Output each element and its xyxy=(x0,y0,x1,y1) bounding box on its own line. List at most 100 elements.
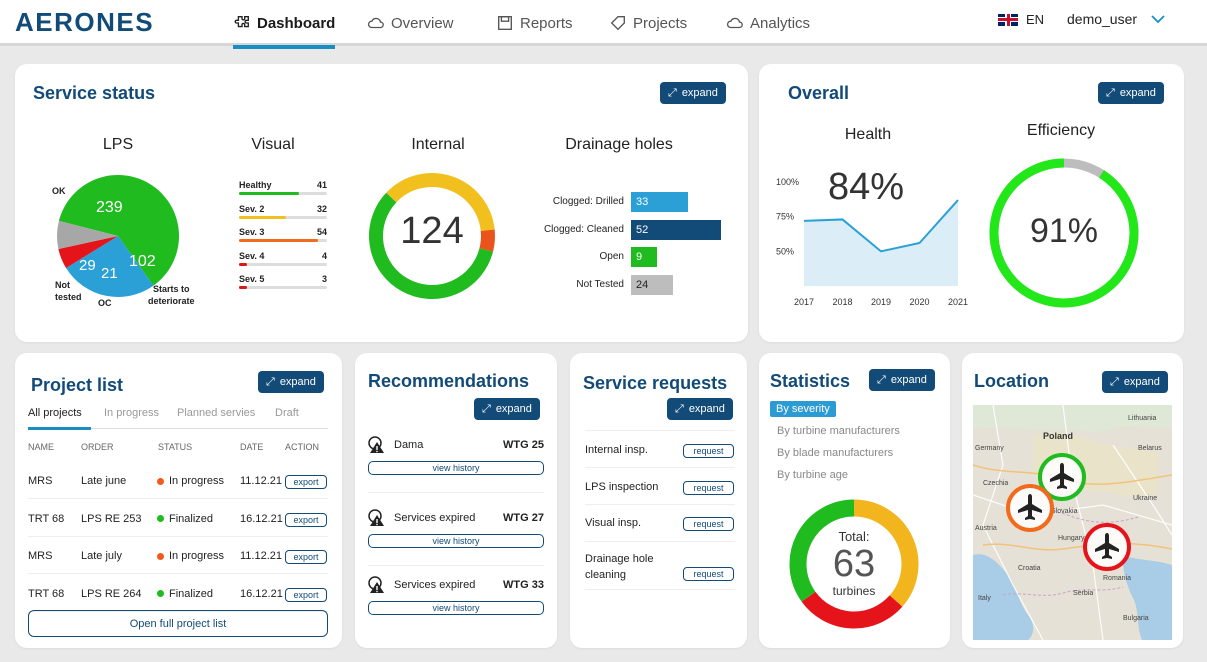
lps-slice-deteriorate xyxy=(66,236,154,297)
nav-analytics[interactable]: Analytics xyxy=(726,0,810,46)
expand-icon: ⤢ xyxy=(1106,86,1115,99)
active-tab-indicator xyxy=(28,427,91,430)
cloud-icon xyxy=(726,17,743,29)
export-button[interactable]: export xyxy=(285,512,327,527)
cell-date: 16.12.21 xyxy=(240,587,283,600)
nav-dashboard[interactable]: Dashboard xyxy=(233,0,336,49)
nav-label: Overview xyxy=(391,14,454,32)
tag-icon xyxy=(610,16,625,31)
lps-slice-oc xyxy=(58,236,118,268)
statistics-title: Statistics xyxy=(770,371,851,391)
visual-bar-label: Sev. 2 xyxy=(239,203,265,214)
project-list-title: Project list xyxy=(31,375,124,395)
tabs-divider xyxy=(28,428,328,429)
nav-reports[interactable]: Reports xyxy=(496,0,573,46)
cell-status: In progress xyxy=(157,475,224,487)
expand-service-status-button[interactable]: ⤢ expand xyxy=(660,82,726,104)
tab-planned-services[interactable]: Planned servies xyxy=(177,407,256,419)
internal-total: 124 xyxy=(400,210,464,252)
request-button[interactable]: request xyxy=(683,481,734,495)
expand-label: expand xyxy=(1119,87,1156,99)
visual-bar-label: Sev. 3 xyxy=(239,227,265,237)
request-button[interactable]: request xyxy=(683,567,734,581)
map-label-italy: Italy xyxy=(978,595,991,602)
efficiency-title: Efficiency xyxy=(1026,122,1096,139)
visual-bar-track xyxy=(239,192,327,195)
stat-option-by-turbine-manufacturers[interactable]: By turbine manufacturers xyxy=(777,425,900,437)
nav-projects[interactable]: Projects xyxy=(609,0,687,46)
request-button[interactable]: request xyxy=(683,444,734,458)
health-area xyxy=(804,200,958,286)
expand-statistics-button[interactable]: ⤢ expand xyxy=(869,369,935,391)
expand-project-list-button[interactable]: ⤢ expand xyxy=(258,371,324,393)
overall-title: Overall xyxy=(788,83,850,103)
export-button[interactable]: export xyxy=(285,587,327,602)
cell-date: 11.12.21 xyxy=(240,550,283,562)
open-full-project-list-button[interactable]: Open full project list xyxy=(28,610,328,637)
nav-label: Reports xyxy=(520,14,573,32)
recommendations-title: Recommendations xyxy=(368,371,530,391)
expand-icon: ⤢ xyxy=(877,373,886,386)
cloud-icon xyxy=(367,17,384,29)
map-label-czechia: Czechia xyxy=(983,480,1009,487)
request-button[interactable]: request xyxy=(683,517,734,531)
table-row[interactable]: MRS Late june In progress 11.12.21 export xyxy=(28,462,328,499)
expand-icon: ⤢ xyxy=(675,402,684,415)
username: demo_user xyxy=(1067,11,1138,27)
view-history-button[interactable]: view history xyxy=(368,601,544,615)
status-dot xyxy=(157,590,164,598)
expand-icon: ⤢ xyxy=(266,375,275,388)
table-row[interactable]: TRT 68 LPS RE 253 Finalized 16.12.21 export xyxy=(28,500,328,537)
expand-label: expand xyxy=(495,403,532,415)
visual-bar-value: 41 xyxy=(316,180,327,190)
expand-label: expand xyxy=(890,374,927,386)
expand-location-button[interactable]: ⤢ expand xyxy=(1102,371,1168,393)
tab-all-projects[interactable]: All projects xyxy=(28,407,82,419)
view-history-button[interactable]: view history xyxy=(368,534,544,548)
view-history-button[interactable]: view history xyxy=(368,461,544,475)
cell-order: Late july xyxy=(81,550,122,562)
cell-order: LPS RE 253 xyxy=(81,512,142,525)
export-button[interactable]: export xyxy=(285,550,327,564)
stat-option-by-severity[interactable]: By severity xyxy=(770,401,836,417)
request-label: Internal insp. xyxy=(585,444,648,456)
chevron-down-icon xyxy=(1151,15,1165,24)
cell-status: Finalized xyxy=(157,513,213,525)
location-map[interactable]: Poland Lithuania Belarus Ukraine Germany… xyxy=(973,405,1172,640)
stat-option-by-blade-manufacturers[interactable]: By blade manufacturers xyxy=(777,447,894,459)
table-row[interactable]: MRS Late july In progress 11.12.21 export xyxy=(28,537,328,574)
recommendation-wtg: WTG 33 xyxy=(503,579,544,591)
map-label-ukraine: Ukraine xyxy=(1133,495,1158,502)
divider xyxy=(585,430,735,431)
map-label-slovakia: Slovakia xyxy=(1051,508,1078,515)
puzzle-icon xyxy=(234,16,249,28)
lps-label-not-tested: Not tested xyxy=(55,280,82,302)
visual-bar-value: 3 xyxy=(321,274,327,284)
turbine-location-marker[interactable] xyxy=(1006,484,1054,532)
warning-icon xyxy=(368,509,384,526)
health-x-tick: 2021 xyxy=(948,297,968,307)
export-button[interactable]: export xyxy=(285,475,327,489)
visual-bar-fill xyxy=(239,262,247,266)
tab-in-progress[interactable]: In progress xyxy=(104,407,160,419)
stat-option-by-turbine-age[interactable]: By turbine age xyxy=(777,469,848,481)
cell-status: Finalized xyxy=(157,588,213,600)
service-request-row: Internal insp. request xyxy=(585,431,735,468)
nav-label: Dashboard xyxy=(257,14,336,32)
expand-overall-button[interactable]: ⤢ expand xyxy=(1098,82,1164,104)
turbine-location-marker[interactable] xyxy=(1083,523,1131,571)
table-row[interactable]: TRT 68 LPS RE 264 Finalized 16.12.21 export xyxy=(28,575,328,612)
nav-overview[interactable]: Overview xyxy=(367,0,454,46)
nav-label: Analytics xyxy=(750,14,811,32)
aerones-logo[interactable]: AERONES xyxy=(15,7,155,37)
language-selector[interactable]: EN xyxy=(998,12,1044,27)
request-label: LPS inspection xyxy=(585,481,659,493)
column-header-name: NAME xyxy=(28,442,55,452)
expand-recommendations-button[interactable]: ⤢ expand xyxy=(474,398,540,420)
divider xyxy=(368,492,544,493)
tab-draft[interactable]: Draft xyxy=(275,407,299,419)
user-menu[interactable]: demo_user xyxy=(1067,11,1165,27)
expand-service-requests-button[interactable]: ⤢ expand xyxy=(667,398,733,420)
lps-title: LPS xyxy=(102,136,134,153)
drainage-bar: 24 xyxy=(631,274,673,295)
